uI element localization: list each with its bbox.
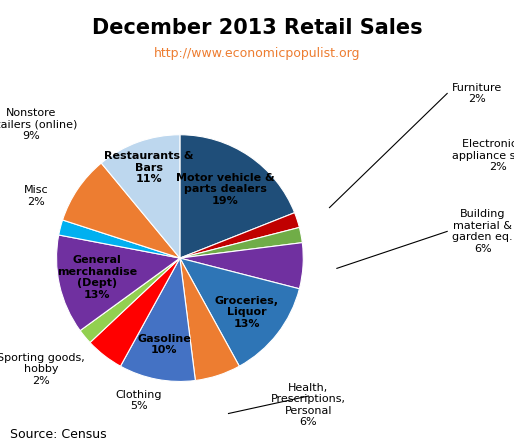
Text: Clothing
5%: Clothing 5%: [116, 390, 162, 411]
Wedge shape: [180, 243, 303, 289]
Wedge shape: [80, 258, 180, 343]
Text: General
merchandise
(Dept)
13%: General merchandise (Dept) 13%: [57, 255, 137, 300]
Wedge shape: [180, 258, 240, 380]
Text: Health,
Prescriptions,
Personal
6%: Health, Prescriptions, Personal 6%: [271, 383, 346, 427]
Text: Nonstore
retailers (online)
9%: Nonstore retailers (online) 9%: [0, 108, 77, 141]
Text: http://www.economicpopulist.org: http://www.economicpopulist.org: [154, 47, 360, 60]
Wedge shape: [63, 163, 180, 258]
Wedge shape: [101, 135, 180, 258]
Wedge shape: [180, 213, 299, 258]
Wedge shape: [59, 220, 180, 258]
Wedge shape: [180, 258, 299, 366]
Text: Misc
2%: Misc 2%: [24, 185, 48, 206]
Text: Gasoline
10%: Gasoline 10%: [137, 334, 191, 356]
Text: Groceries,
Liquor
13%: Groceries, Liquor 13%: [215, 295, 279, 329]
Text: Electronics &
appliance stores
2%: Electronics & appliance stores 2%: [452, 139, 514, 172]
Text: Sporting goods,
hobby
2%: Sporting goods, hobby 2%: [0, 353, 85, 386]
Wedge shape: [57, 235, 180, 331]
Wedge shape: [180, 227, 302, 258]
Wedge shape: [90, 258, 180, 366]
Text: Building
material &
garden eq.
6%: Building material & garden eq. 6%: [452, 209, 513, 254]
Text: December 2013 Retail Sales: December 2013 Retail Sales: [91, 18, 423, 38]
Wedge shape: [120, 258, 195, 381]
Text: Source: Census: Source: Census: [10, 428, 107, 441]
Text: Motor vehicle &
parts dealers
19%: Motor vehicle & parts dealers 19%: [176, 173, 274, 206]
Text: Restaurants &
Bars
11%: Restaurants & Bars 11%: [104, 151, 193, 184]
Wedge shape: [180, 135, 295, 258]
Text: Furniture
2%: Furniture 2%: [452, 83, 503, 104]
